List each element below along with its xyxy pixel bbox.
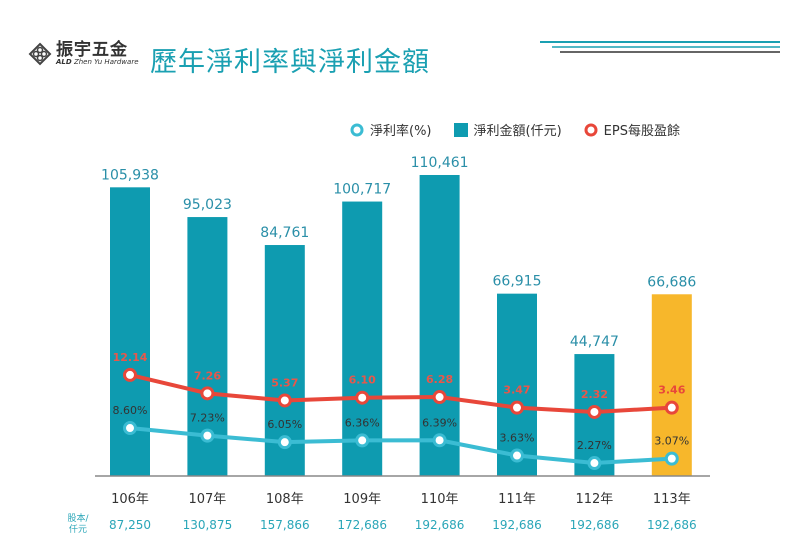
eps-value-label: 3.47 (503, 384, 530, 397)
x-tick-label: 110年 (421, 492, 459, 507)
eps-value-label: 5.37 (271, 376, 298, 389)
eps-point (587, 404, 602, 419)
x-tick-label: 108年 (266, 492, 304, 507)
eps-point (277, 393, 292, 408)
net-margin-value-label: 3.07% (654, 435, 689, 448)
net-margin-point (355, 433, 370, 448)
bar (419, 174, 460, 476)
net-margin-line (129, 426, 672, 466)
decorative-lines (540, 41, 780, 53)
net-margin-point (664, 451, 679, 466)
x-tick-label: 111年 (498, 492, 536, 507)
bar-value-label: 110,461 (411, 155, 469, 171)
net-margin-value-label: 6.39% (422, 416, 457, 429)
net-margin-point (200, 428, 215, 443)
company-logo: 振宇五金 ALD Zhen Yu Hardware (28, 42, 139, 66)
eps-point (123, 367, 137, 382)
eps-value-label: 12.14 (113, 351, 148, 364)
share-capital-value: 157,866 (260, 518, 310, 532)
eps-point (510, 400, 524, 415)
share-capital-value: 192,686 (570, 518, 620, 532)
legend-circle-icon (350, 123, 364, 136)
logo-diamond-icon (28, 42, 52, 66)
eps-point (355, 390, 370, 405)
x-tick-label: 109年 (343, 492, 381, 507)
chart-legend: 淨利率(%) 淨利金額(仟元) EPS每股盈餘 (350, 120, 680, 139)
net-margin-value-label: 6.36% (345, 416, 380, 429)
x-tick-label: 113年 (653, 492, 691, 507)
net-margin-value-label: 2.27% (577, 439, 612, 452)
bar-value-label: 66,915 (493, 274, 542, 290)
legend-net-margin: 淨利率(%) (350, 120, 432, 139)
eps-point (200, 386, 215, 401)
bar-value-label: 95,023 (183, 197, 232, 213)
net-margin-value-label: 8.60% (113, 404, 148, 417)
eps-point (664, 400, 679, 415)
eps-value-label: 2.32 (581, 388, 608, 401)
net-margin-point (277, 435, 292, 450)
eps-point (432, 390, 447, 405)
page-title: 歷年淨利率與淨利金額 (150, 47, 430, 78)
bar-value-label: 84,761 (260, 225, 309, 241)
legend-eps: EPS每股盈餘 (584, 120, 680, 139)
net-margin-point (432, 433, 447, 448)
eps-value-label: 6.10 (349, 374, 376, 387)
bar (497, 293, 537, 476)
eps-value-label: 7.26 (194, 369, 221, 382)
net-margin-value-label: 6.05% (267, 418, 302, 431)
share-capital-label: 股本/仟元 (67, 514, 89, 535)
bar-value-label: 100,717 (333, 182, 391, 198)
net-margin-value-label: 7.23% (190, 412, 225, 425)
logo-chinese: 振宇五金 (56, 40, 128, 60)
bar-value-label: 105,938 (101, 167, 159, 183)
eps-value-label: 6.28 (426, 373, 453, 386)
bar (651, 294, 692, 476)
eps-line (129, 372, 672, 414)
legend-circle-icon (584, 123, 598, 136)
logo-english: ALD Zhen Yu Hardware (56, 58, 139, 66)
net-margin-value-label: 3.63% (500, 432, 535, 445)
share-capital-value: 192,686 (492, 518, 542, 532)
x-tick-label: 107年 (188, 492, 226, 507)
eps-value-label: 3.46 (658, 384, 685, 397)
legend-square-icon (453, 122, 468, 137)
share-capital-value: 172,686 (337, 518, 387, 532)
x-tick-label: 112年 (575, 492, 613, 507)
x-tick-label: 106年 (111, 492, 149, 507)
share-capital-value: 87,250 (109, 518, 151, 532)
net-margin-point (123, 421, 137, 436)
net-margin-point (587, 456, 602, 471)
bar-value-label: 44,747 (570, 334, 619, 350)
bar (342, 201, 383, 476)
share-capital-value: 130,875 (183, 518, 233, 532)
legend-net-income: 淨利金額(仟元) (453, 120, 562, 139)
share-capital-value: 192,686 (647, 518, 697, 532)
net-margin-point (510, 448, 524, 463)
share-capital-value: 192,686 (415, 518, 465, 532)
bar-value-label: 66,686 (647, 274, 696, 290)
